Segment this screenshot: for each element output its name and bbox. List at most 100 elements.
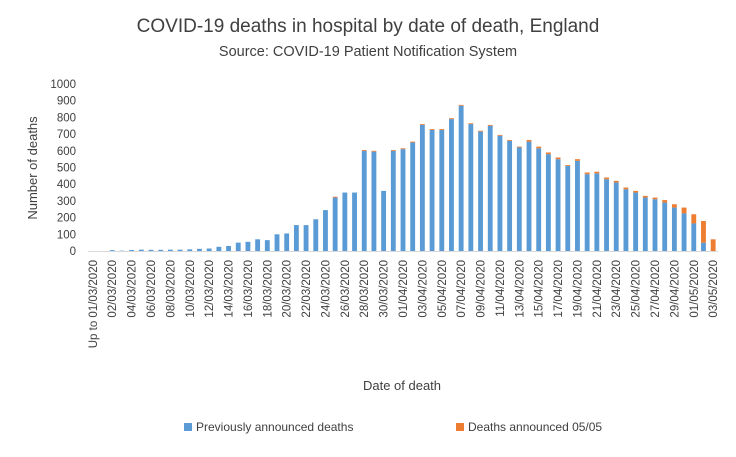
- bar-announced-05-05: [468, 123, 474, 125]
- bar-previously-announced: [138, 249, 144, 251]
- bar-announced-05-05: [584, 172, 590, 175]
- bar-previously-announced: [575, 160, 580, 251]
- bar-previously-announced: [352, 192, 357, 251]
- bar-announced-05-05: [613, 180, 619, 183]
- x-tick-label: 14/03/2020: [224, 260, 236, 318]
- x-tick-label: 11/04/2020: [495, 260, 507, 317]
- bar-previously-announced: [584, 174, 590, 251]
- legend-swatch: [184, 423, 192, 431]
- bar-previously-announced: [497, 135, 503, 251]
- bar-previously-announced: [226, 245, 231, 251]
- y-tick-label: 900: [57, 96, 76, 108]
- bar-announced-05-05: [458, 104, 464, 106]
- bar-previously-announced: [642, 197, 648, 251]
- bar-previously-announced: [148, 249, 154, 251]
- legend-swatch: [456, 423, 464, 431]
- bar-previously-announced: [555, 159, 561, 251]
- bar-previously-announced: [487, 125, 493, 251]
- bar-previously-announced: [206, 248, 212, 251]
- bar-previously-announced: [478, 131, 483, 251]
- x-tick-label: 12/03/2020: [204, 260, 216, 318]
- bar-previously-announced: [633, 192, 639, 251]
- bar-announced-05-05: [536, 146, 542, 149]
- y-axis-title: Number of deaths: [25, 116, 40, 220]
- legend: Previously announced deaths Deaths announ…: [184, 420, 602, 434]
- x-tick-label: 27/04/2020: [650, 260, 662, 318]
- bar-previously-announced: [652, 199, 658, 251]
- bar-previously-announced: [681, 213, 687, 251]
- x-tick-label: 06/03/2020: [146, 260, 158, 318]
- x-axis: Up to 01/03/2020 02/03/2020 04/03/2020 06/0…: [88, 260, 720, 348]
- x-tick-label: 10/03/2020: [185, 260, 197, 318]
- bar-previously-announced: [177, 249, 183, 251]
- bar-announced-05-05: [332, 196, 338, 198]
- bar-announced-05-05: [439, 129, 445, 130]
- x-tick-label: 04/03/2020: [127, 260, 139, 318]
- bar-previously-announced: [613, 182, 619, 251]
- bar-previously-announced: [342, 192, 348, 251]
- bar-previously-announced: [449, 119, 454, 251]
- x-tick-label: 19/04/2020: [572, 260, 584, 318]
- x-tick-label: 22/03/2020: [301, 260, 313, 318]
- bar-previously-announced: [410, 142, 416, 251]
- y-tick-label: 100: [57, 229, 76, 241]
- bar-previously-announced: [429, 129, 435, 251]
- x-tick-label: Up to 01/03/2020: [88, 260, 100, 348]
- bar-announced-05-05: [633, 190, 639, 193]
- x-tick-label: 29/04/2020: [669, 260, 681, 318]
- bar-announced-05-05: [516, 146, 522, 148]
- y-tick-label: 300: [57, 196, 76, 208]
- bar-previously-announced: [691, 223, 697, 251]
- bars: [109, 104, 716, 252]
- bar-previously-announced: [293, 225, 299, 251]
- x-tick-label: 30/03/2020: [379, 260, 391, 318]
- bar-announced-05-05: [400, 148, 406, 150]
- bar-previously-announced: [216, 246, 222, 251]
- bar-announced-05-05: [390, 149, 396, 151]
- x-tick-label: 08/03/2020: [165, 260, 177, 318]
- x-tick-label: 28/03/2020: [359, 260, 371, 318]
- chart-subtitle: Source: COVID-19 Patient Notification Sy…: [219, 44, 517, 60]
- chart-title: COVID-19 deaths in hospital by date of d…: [137, 16, 600, 37]
- bar-announced-05-05: [662, 200, 668, 203]
- bar-announced-05-05: [507, 139, 513, 141]
- bar-announced-05-05: [652, 197, 658, 200]
- bar-previously-announced: [235, 242, 241, 251]
- bar-announced-05-05: [594, 171, 600, 174]
- bar-previously-announced: [565, 165, 571, 251]
- bar-previously-announced: [313, 219, 319, 251]
- bar-previously-announced: [129, 250, 135, 251]
- x-axis-title: Date of death: [363, 378, 441, 393]
- bar-announced-05-05: [526, 139, 532, 142]
- bar-previously-announced: [468, 124, 474, 251]
- x-tick-label: 26/03/2020: [340, 260, 352, 318]
- bar-previously-announced: [701, 242, 706, 251]
- bar-previously-announced: [381, 190, 387, 251]
- bar-previously-announced: [361, 150, 367, 251]
- bar-announced-05-05: [419, 124, 425, 125]
- legend-label: Deaths announced 05/05: [468, 420, 602, 434]
- bar-previously-announced: [109, 250, 115, 251]
- bar-announced-05-05: [449, 118, 454, 120]
- bar-previously-announced: [594, 173, 600, 251]
- bar-announced-05-05: [555, 157, 561, 160]
- x-tick-label: 05/04/2020: [437, 260, 449, 318]
- bar-previously-announced: [255, 239, 261, 251]
- x-tick-label: 03/04/2020: [417, 260, 429, 318]
- y-tick-label: 800: [57, 112, 76, 124]
- bar-previously-announced: [671, 207, 677, 251]
- legend-label: Previously announced deaths: [196, 420, 353, 434]
- x-tick-label: 16/03/2020: [243, 260, 255, 318]
- x-tick-label: 24/03/2020: [320, 260, 332, 318]
- bar-previously-announced: [400, 149, 406, 251]
- bar-announced-05-05: [361, 149, 367, 151]
- bar-previously-announced: [119, 250, 125, 252]
- y-axis: 0 100 200 300 400 500 600 700 800 900 1000: [50, 79, 76, 258]
- bar-previously-announced: [303, 225, 309, 251]
- y-tick-label: 400: [57, 179, 76, 191]
- x-tick-label: 20/03/2020: [282, 260, 294, 318]
- bar-previously-announced: [458, 105, 464, 252]
- bar-announced-05-05: [497, 134, 503, 136]
- x-tick-label: 21/04/2020: [592, 260, 604, 318]
